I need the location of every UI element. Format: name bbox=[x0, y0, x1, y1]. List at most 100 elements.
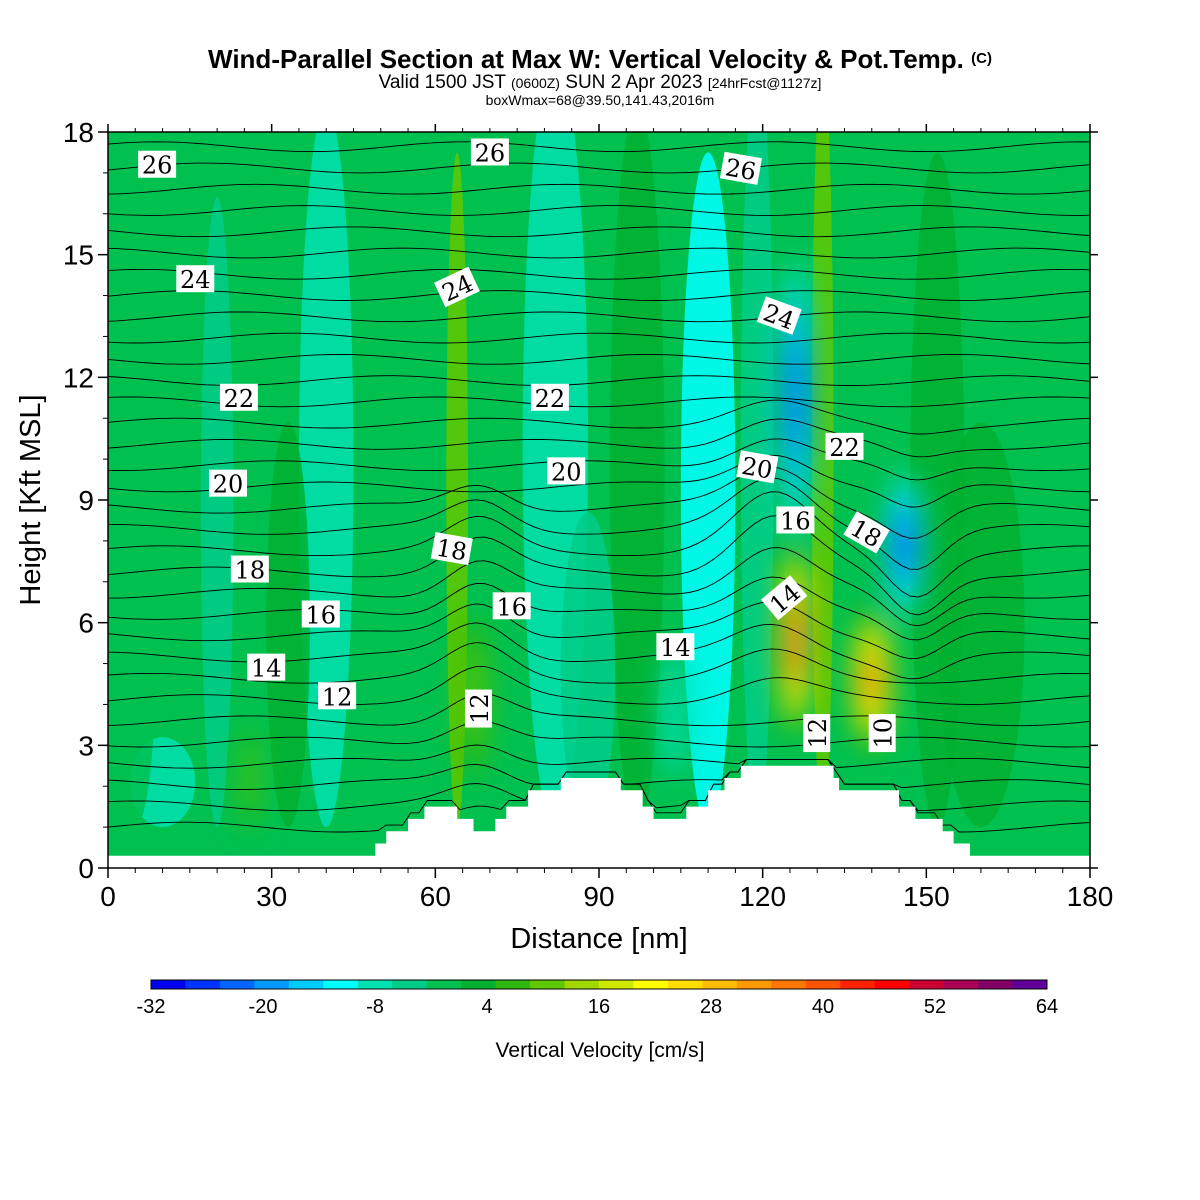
x-tick-label-2: 60 bbox=[420, 881, 451, 912]
svg-text:14: 14 bbox=[251, 655, 282, 683]
theta-label-7: 22 bbox=[530, 383, 569, 413]
colorbar-swatch-6 bbox=[357, 980, 393, 989]
svg-text:22: 22 bbox=[829, 434, 860, 462]
theta-label-16: 16 bbox=[492, 592, 531, 621]
isentrope-25 bbox=[108, 290, 1090, 301]
vv-band-13 bbox=[266, 422, 310, 828]
theta-label-11: 20 bbox=[736, 450, 779, 485]
svg-text:22: 22 bbox=[535, 385, 566, 413]
isentrope-27 bbox=[108, 247, 1090, 259]
theta-label-24: 10 bbox=[868, 714, 898, 753]
isentrope-3 bbox=[108, 744, 1090, 769]
theta-label-23: 12 bbox=[803, 714, 832, 753]
isentrope-31 bbox=[108, 162, 1090, 174]
theta-label-19: 14 bbox=[656, 633, 695, 662]
colorbar-tick-label-0: -32 bbox=[137, 996, 166, 1018]
vv-band-3 bbox=[397, 152, 430, 828]
colorbar-swatch-10 bbox=[495, 980, 531, 989]
terrain bbox=[108, 765, 1090, 868]
axes: 0 30 60 90 120 150 180 0 3 6 9 12 15 18 bbox=[63, 117, 1114, 912]
colorbar-tick-label-7: 52 bbox=[924, 996, 946, 1018]
isentrope-29 bbox=[108, 205, 1090, 216]
y-axis-label: Height [Kft MSL] bbox=[15, 394, 47, 605]
isentrope-23 bbox=[108, 332, 1090, 344]
chart-box-info: boxWmax=68@39.50,141.43,2016m bbox=[485, 92, 715, 108]
theta-label-17: 16 bbox=[776, 506, 815, 535]
colorbar-tick-label-1: -20 bbox=[249, 996, 278, 1018]
colorbar-swatch-24 bbox=[978, 980, 1014, 989]
isentrope-28 bbox=[108, 226, 1090, 238]
isentrope-26 bbox=[108, 268, 1090, 280]
svg-text:26: 26 bbox=[142, 152, 173, 180]
isentrope-30 bbox=[108, 183, 1090, 195]
colorbar-swatch-25 bbox=[1012, 980, 1048, 989]
theta-label-21: 12 bbox=[318, 682, 357, 711]
chart-subtitle: Valid 1500 JST (0600Z) SUN 2 Apr 2023 [2… bbox=[378, 72, 822, 93]
vv-band-14 bbox=[560, 512, 616, 828]
colorbar-swatch-7 bbox=[392, 980, 428, 989]
theta-label-1: 26 bbox=[470, 138, 509, 167]
svg-text:26: 26 bbox=[475, 139, 506, 167]
colorbar-tick-label-8: 64 bbox=[1036, 996, 1058, 1018]
colorbar-swatch-18 bbox=[771, 980, 807, 989]
theta-label-22: 12 bbox=[464, 689, 494, 728]
chart-title: Wind-Parallel Section at Max W: Vertical… bbox=[208, 44, 992, 74]
svg-text:16: 16 bbox=[780, 507, 811, 535]
x-tick-label-6: 180 bbox=[1067, 881, 1114, 912]
isentrope-20 bbox=[108, 396, 1090, 408]
x-tick-label-4: 120 bbox=[739, 881, 786, 912]
y-tick-label-5: 15 bbox=[63, 240, 94, 271]
isentrope-17 bbox=[108, 438, 1090, 481]
isentrope-4 bbox=[108, 720, 1090, 748]
colorbar-swatch-12 bbox=[564, 980, 600, 989]
x-tick-label-5: 150 bbox=[903, 881, 950, 912]
colorbar-swatch-8 bbox=[426, 980, 462, 989]
isentrope-18 bbox=[108, 418, 1090, 458]
svg-text:20: 20 bbox=[740, 452, 775, 485]
svg-text:20: 20 bbox=[213, 471, 244, 499]
theta-label-9: 20 bbox=[209, 469, 248, 499]
isentrope-12 bbox=[108, 515, 1090, 616]
isentrope-19 bbox=[108, 399, 1090, 435]
isentrope-16 bbox=[108, 454, 1090, 508]
isentropes bbox=[108, 141, 1090, 833]
theta-label-10: 20 bbox=[547, 457, 586, 486]
y-tick-label-1: 3 bbox=[78, 730, 94, 761]
y-tick-label-2: 6 bbox=[78, 608, 94, 639]
isentrope-14 bbox=[108, 477, 1090, 570]
theta-label-3: 24 bbox=[176, 265, 215, 294]
colorbar: -32 -20 -8 4 16 28 40 52 64 bbox=[137, 979, 1058, 1018]
isentrope-24 bbox=[108, 311, 1090, 323]
svg-text:24: 24 bbox=[180, 266, 211, 294]
svg-text:18: 18 bbox=[434, 534, 469, 567]
colorbar-swatch-0 bbox=[151, 980, 186, 989]
svg-text:10: 10 bbox=[870, 718, 898, 749]
vv-band-15 bbox=[937, 422, 1025, 828]
colorbar-swatch-5 bbox=[323, 980, 359, 989]
x-tick-label-1: 30 bbox=[256, 881, 287, 912]
colorbar-swatch-13 bbox=[599, 980, 634, 989]
colorbar-swatch-20 bbox=[840, 980, 876, 989]
theta-label-13: 18 bbox=[430, 531, 473, 567]
svg-text:16: 16 bbox=[496, 593, 527, 621]
colorbar-tick-label-4: 16 bbox=[588, 996, 610, 1018]
colorbar-label: Vertical Velocity [cm/s] bbox=[496, 1039, 705, 1062]
theta-label-2: 26 bbox=[719, 151, 762, 186]
colorbar-swatch-11 bbox=[530, 980, 566, 989]
isentrope-13 bbox=[108, 491, 1090, 598]
svg-text:12: 12 bbox=[322, 683, 353, 711]
x-axis-label: Distance [nm] bbox=[510, 923, 687, 955]
isentrope-9 bbox=[108, 601, 1090, 660]
svg-text:14: 14 bbox=[660, 634, 691, 662]
vv-band-1 bbox=[200, 197, 234, 828]
isentrope-32 bbox=[108, 141, 1090, 153]
y-tick-label-3: 9 bbox=[78, 485, 94, 516]
theta-label-8: 22 bbox=[825, 432, 864, 462]
colorbar-swatch-2 bbox=[219, 980, 255, 989]
vv-band-6 bbox=[609, 132, 665, 828]
isentrope-6 bbox=[108, 666, 1090, 705]
theta-label-0: 26 bbox=[138, 150, 177, 180]
vv-band-9 bbox=[811, 132, 834, 827]
